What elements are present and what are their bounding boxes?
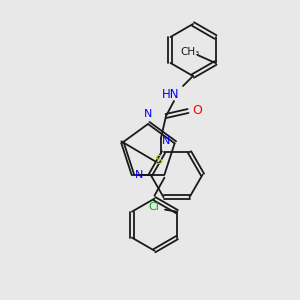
Text: CH₃: CH₃	[180, 47, 199, 57]
Text: N: N	[144, 109, 152, 119]
Text: N: N	[135, 170, 144, 180]
Text: N: N	[161, 136, 170, 146]
Text: HN: HN	[162, 88, 180, 100]
Text: S: S	[154, 154, 162, 166]
Text: O: O	[192, 104, 202, 118]
Text: Cl: Cl	[148, 202, 159, 212]
